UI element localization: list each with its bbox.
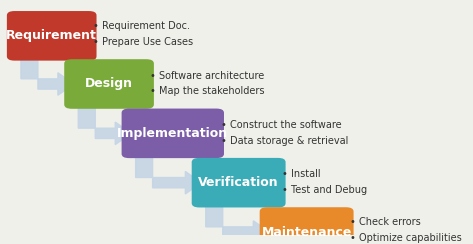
Polygon shape <box>21 58 74 95</box>
Text: Implementation: Implementation <box>117 127 228 140</box>
Text: • Construct the software
• Data storage & retrieval: • Construct the software • Data storage … <box>220 120 348 146</box>
Text: • Software architecture
• Map the stakeholders: • Software architecture • Map the stakeh… <box>150 71 265 96</box>
Text: • Install
• Test and Debug: • Install • Test and Debug <box>282 169 368 195</box>
Text: Maintenance: Maintenance <box>262 225 352 239</box>
Text: Verification: Verification <box>198 176 279 189</box>
FancyBboxPatch shape <box>192 158 286 207</box>
FancyBboxPatch shape <box>7 11 96 61</box>
Text: Requirement: Requirement <box>6 29 97 42</box>
Text: Design: Design <box>85 78 133 91</box>
Text: • Check errors
• Optimize capabilities: • Check errors • Optimize capabilities <box>350 217 462 243</box>
FancyBboxPatch shape <box>260 207 354 244</box>
Polygon shape <box>136 155 201 194</box>
Polygon shape <box>78 106 131 145</box>
Polygon shape <box>206 204 270 243</box>
FancyBboxPatch shape <box>64 59 154 109</box>
Text: • Requirement Doc.
• Prepare Use Cases: • Requirement Doc. • Prepare Use Cases <box>93 21 193 47</box>
FancyBboxPatch shape <box>122 109 224 158</box>
